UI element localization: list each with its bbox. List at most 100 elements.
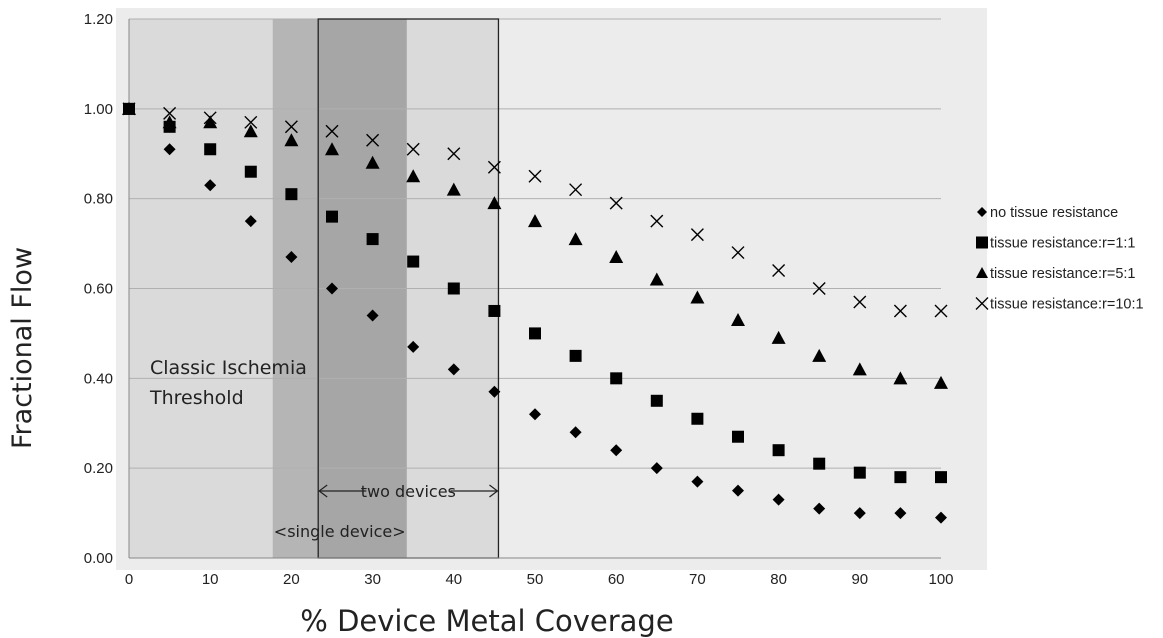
data-point-x	[487, 160, 501, 174]
data-point-triangle	[812, 348, 827, 362]
y-tick-label: 0.80	[84, 191, 113, 208]
data-point-triangle	[731, 312, 745, 326]
data-point-square	[407, 255, 420, 268]
data-point-x	[690, 228, 704, 242]
data-point-x	[934, 304, 948, 318]
data-point-x	[772, 264, 786, 278]
x-tick-label: 90	[851, 571, 868, 588]
data-point-triangle	[568, 232, 583, 246]
legend-item: tissue resistance:r=10:1	[975, 297, 1144, 313]
two-devices-label: two devices	[361, 482, 456, 501]
two-devices-arrow	[318, 484, 499, 498]
x-axis-title: % Device Metal Coverage	[300, 604, 673, 638]
legend-marker-diamond-icon	[977, 207, 987, 217]
data-point-diamond	[610, 444, 623, 457]
data-point-x	[447, 147, 461, 161]
data-point-diamond	[813, 502, 826, 515]
y-tick-label: 0.00	[84, 550, 113, 567]
data-point-triangle	[243, 124, 258, 138]
data-point-square	[488, 304, 501, 317]
data-point-diamond	[569, 426, 582, 439]
legend-item: tissue resistance:r=1:1	[976, 236, 1135, 252]
data-point-square	[285, 188, 298, 201]
data-point-square	[244, 165, 257, 178]
ischemia-label-line1: Classic Ischemia	[150, 357, 307, 379]
data-point-x	[853, 295, 867, 309]
data-point-diamond	[447, 363, 460, 376]
data-point-x	[163, 106, 177, 120]
data-point-diamond	[244, 215, 257, 228]
data-point-square	[366, 233, 379, 246]
y-axis-title: Fractional Flow	[7, 247, 38, 449]
x-tick-label: 50	[527, 571, 544, 588]
legend-marker-square-icon	[976, 236, 988, 249]
x-tick-label: 100	[928, 571, 953, 588]
data-point-diamond	[204, 179, 217, 192]
series-square	[123, 102, 947, 484]
data-point-triangle	[446, 182, 461, 196]
data-point-triangle	[649, 272, 664, 286]
data-point-x	[244, 115, 258, 129]
data-point-triangle	[934, 375, 948, 389]
legend-label: tissue resistance:r=10:1	[990, 297, 1144, 313]
legend-marker-triangle-icon	[976, 267, 988, 278]
data-point-square	[326, 210, 338, 223]
data-points	[122, 101, 948, 524]
legend-label: tissue resistance:r=5:1	[990, 266, 1135, 282]
data-point-triangle	[852, 362, 867, 376]
x-tick-label: 20	[283, 571, 300, 588]
data-point-triangle	[325, 142, 339, 156]
data-point-triangle	[690, 290, 705, 304]
data-point-square	[732, 430, 744, 443]
data-point-diamond	[326, 282, 338, 295]
y-tick-label: 0.20	[84, 460, 113, 477]
data-point-x	[812, 282, 826, 295]
data-point-triangle	[203, 115, 218, 129]
two-devices-arrowhead-left	[318, 484, 328, 498]
data-point-triangle	[771, 330, 786, 344]
data-point-square	[813, 457, 826, 470]
x-tick-labels: 0 10 20 30 40 50 60 70 80 90 100	[125, 571, 954, 588]
data-point-x	[893, 304, 907, 318]
data-point-square	[853, 466, 866, 479]
data-point-triangle	[609, 250, 624, 264]
data-point-x	[731, 246, 745, 260]
data-point-triangle	[406, 169, 421, 183]
y-tick-label: 0.60	[84, 281, 113, 298]
data-point-square	[163, 120, 176, 133]
data-point-triangle	[893, 371, 908, 385]
data-point-square	[610, 372, 623, 385]
data-point-square	[894, 471, 907, 484]
y-tick-label: 1.20	[84, 11, 113, 28]
ischemia-label-line2: Threshold	[149, 387, 244, 409]
data-point-square	[447, 282, 460, 295]
data-point-square	[691, 412, 704, 425]
data-point-diamond	[529, 408, 541, 421]
data-point-triangle	[284, 133, 299, 147]
data-point-diamond	[650, 462, 663, 475]
x-tick-label: 60	[608, 571, 625, 588]
x-tick-label: 0	[125, 571, 133, 588]
data-point-diamond	[935, 511, 947, 524]
data-point-diamond	[407, 340, 420, 353]
data-point-diamond	[691, 475, 704, 488]
data-point-x	[366, 133, 380, 147]
data-point-x	[528, 169, 542, 183]
x-tick-label: 80	[770, 571, 787, 588]
y-tick-label: 1.00	[84, 101, 113, 118]
legend-item: tissue resistance:r=5:1	[976, 266, 1135, 282]
data-point-triangle	[528, 214, 542, 228]
data-point-diamond	[894, 507, 907, 520]
data-point-diamond	[163, 143, 176, 156]
data-point-x	[406, 142, 420, 156]
data-point-diamond	[772, 493, 785, 506]
data-point-x	[284, 120, 298, 134]
data-point-diamond	[285, 251, 298, 264]
legend-marker-x-icon	[975, 297, 989, 310]
data-point-x	[325, 124, 339, 138]
data-point-square	[204, 143, 217, 156]
legend-label: no tissue resistance	[990, 205, 1118, 221]
data-point-square	[569, 349, 582, 362]
